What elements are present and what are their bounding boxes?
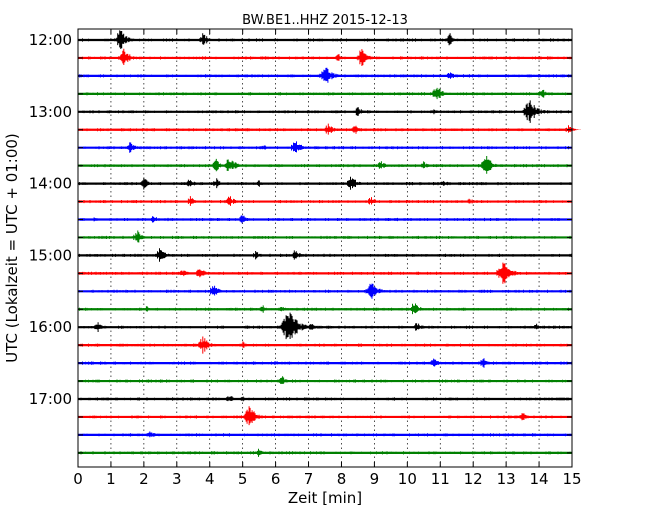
seismic-event <box>252 251 269 260</box>
seismic-event <box>126 142 146 153</box>
seismic-event <box>333 54 351 61</box>
seismic-event <box>446 72 463 79</box>
seismic-event <box>143 306 158 312</box>
y-axis-ticks: 12:00 13:00 14:00 15:00 16:00 17:00 <box>29 31 572 454</box>
seismic-event <box>466 198 481 204</box>
seismic-event <box>258 305 275 313</box>
seismic-event <box>197 336 222 354</box>
seismic-event <box>420 161 437 169</box>
seismic-event <box>200 236 213 239</box>
x-tick-label: 5 <box>238 470 248 488</box>
plot-frame <box>77 28 573 468</box>
seismic-event <box>239 341 254 348</box>
seismic-event <box>364 283 392 299</box>
seismic-event <box>318 67 346 83</box>
seismic-event <box>367 197 384 205</box>
seismic-event <box>239 396 252 402</box>
seismic-event <box>538 89 556 98</box>
seismic-event <box>479 156 506 174</box>
seismic-event <box>439 181 456 186</box>
seismic-event <box>198 33 220 45</box>
seismic-event <box>146 431 164 438</box>
seismic-event <box>278 376 296 384</box>
seismic-event <box>185 179 203 187</box>
x-tick-label: 6 <box>271 470 281 488</box>
seismic-event <box>155 248 177 262</box>
chart-title: BW.BE1..HHZ 2015-12-13 <box>242 13 408 28</box>
seismic-event <box>255 180 270 187</box>
seismic-event <box>290 250 310 260</box>
seismic-event <box>150 216 166 223</box>
seismic-event <box>225 196 244 206</box>
y-tick-label: 14:00 <box>29 175 72 193</box>
seismic-event <box>413 323 431 331</box>
seismic-event <box>179 270 197 277</box>
y-tick-label: 13:00 <box>29 103 72 121</box>
seismic-event <box>478 358 498 368</box>
seismic-event <box>376 161 394 169</box>
x-tick-label: 15 <box>562 470 581 488</box>
x-tick-label: 10 <box>398 470 417 488</box>
x-tick-label: 1 <box>106 470 116 488</box>
seismic-event <box>208 285 230 296</box>
seismic-event <box>445 33 465 46</box>
seismic-event <box>346 176 368 190</box>
seismic-event <box>409 303 430 315</box>
seismic-traces <box>77 30 581 457</box>
seismic-event <box>93 322 111 332</box>
x-tick-label: 14 <box>530 470 549 488</box>
seismic-event <box>350 125 368 134</box>
y-tick-label: 12:00 <box>29 31 72 49</box>
x-tick-label: 8 <box>337 470 347 488</box>
x-tick-label: 12 <box>464 470 483 488</box>
seismic-event <box>431 87 454 100</box>
x-tick-label: 4 <box>205 470 215 488</box>
seismic-event <box>185 196 203 206</box>
seismic-event <box>322 123 343 135</box>
seismic-event <box>430 109 445 115</box>
seismic-event <box>290 141 312 153</box>
seismic-event <box>495 262 526 284</box>
seismic-event <box>429 358 449 367</box>
seismic-event <box>139 177 159 190</box>
seismic-event <box>532 323 549 330</box>
seismic-event <box>308 324 325 330</box>
x-tick-label: 3 <box>172 470 182 488</box>
x-axis-label: Zeit [min] <box>288 489 362 507</box>
x-tick-label: 7 <box>304 470 314 488</box>
seismic-event <box>518 413 536 421</box>
seismic-event <box>242 406 270 426</box>
seismic-event <box>114 30 142 49</box>
x-axis-ticks: 0 1 2 3 4 5 6 7 8 9 10 11 12 13 14 15 <box>73 29 582 488</box>
x-tick-label: 11 <box>431 470 450 488</box>
x-tick-label: 13 <box>497 470 516 488</box>
seismic-event <box>272 361 285 365</box>
seismic-event <box>354 49 380 66</box>
seismic-event <box>238 215 256 224</box>
x-tick-label: 9 <box>370 470 380 488</box>
seismic-event <box>225 396 243 402</box>
seismic-event <box>521 100 552 123</box>
y-axis-label: UTC (Lokalzeit = UTC + 01:00) <box>3 133 21 363</box>
seismic-event <box>353 107 371 116</box>
x-tick-label: 0 <box>73 470 83 488</box>
grid-lines <box>110 29 540 467</box>
y-tick-label: 16:00 <box>29 318 72 336</box>
seismic-event <box>212 178 230 189</box>
seismic-event <box>258 145 275 150</box>
seismic-event <box>223 159 248 171</box>
seismic-event <box>118 48 143 65</box>
seismic-event <box>278 307 293 312</box>
y-tick-label: 17:00 <box>29 390 72 408</box>
y-tick-label: 15:00 <box>29 246 72 264</box>
seismic-event <box>132 230 154 243</box>
seismic-event <box>255 448 272 457</box>
x-tick-label: 2 <box>139 470 149 488</box>
seismic-event <box>195 269 215 278</box>
seismic-event <box>91 217 104 222</box>
